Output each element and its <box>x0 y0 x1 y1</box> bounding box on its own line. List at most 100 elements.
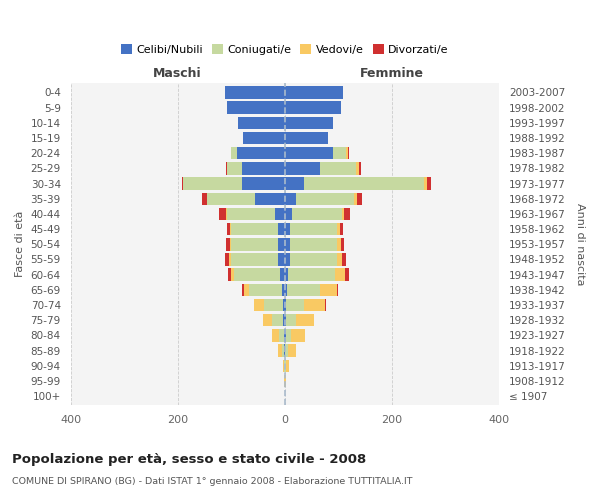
Bar <box>290 223 337 235</box>
Bar <box>231 268 235 281</box>
Bar <box>348 147 349 160</box>
Bar <box>283 299 285 312</box>
Bar <box>285 102 341 114</box>
Bar <box>285 254 290 266</box>
Bar <box>337 284 338 296</box>
Bar <box>357 192 362 205</box>
Bar <box>219 208 226 220</box>
Bar <box>250 284 281 296</box>
Bar <box>278 344 282 357</box>
Bar <box>254 299 264 312</box>
Bar <box>344 208 350 220</box>
Bar <box>244 284 250 296</box>
Bar <box>242 162 285 174</box>
Text: COMUNE DI SPIRANO (BG) - Dati ISTAT 1° gennaio 2008 - Elaborazione TUTTITALIA.IT: COMUNE DI SPIRANO (BG) - Dati ISTAT 1° g… <box>12 478 413 486</box>
Bar <box>359 162 361 174</box>
Bar <box>335 268 345 281</box>
Bar <box>296 192 355 205</box>
Bar <box>285 132 328 144</box>
Bar <box>286 344 288 357</box>
Bar <box>285 223 290 235</box>
Bar <box>230 238 231 250</box>
Bar <box>202 192 206 205</box>
Bar <box>278 254 285 266</box>
Bar <box>285 162 320 174</box>
Y-axis label: Anni di nascita: Anni di nascita <box>575 203 585 285</box>
Bar <box>304 178 424 190</box>
Bar <box>272 329 280 342</box>
Bar <box>355 192 357 205</box>
Bar <box>296 314 314 326</box>
Bar <box>286 314 296 326</box>
Bar <box>256 192 285 205</box>
Bar <box>264 299 283 312</box>
Bar <box>285 86 343 99</box>
Bar <box>280 268 285 281</box>
Bar <box>227 102 285 114</box>
Bar <box>333 147 346 160</box>
Bar <box>337 238 341 250</box>
Bar <box>427 178 431 190</box>
Bar <box>286 329 291 342</box>
Bar <box>242 284 244 296</box>
Bar <box>285 360 286 372</box>
Bar <box>283 360 284 372</box>
Bar <box>285 299 286 312</box>
Bar <box>226 162 227 174</box>
Legend: Celibi/Nubili, Coniugati/e, Vedovi/e, Divorzati/e: Celibi/Nubili, Coniugati/e, Vedovi/e, Di… <box>121 44 449 54</box>
Bar <box>345 268 349 281</box>
Bar <box>226 238 230 250</box>
Bar <box>243 132 285 144</box>
Bar <box>290 254 337 266</box>
Bar <box>227 162 242 174</box>
Bar <box>228 268 231 281</box>
Bar <box>231 147 236 160</box>
Bar <box>280 329 284 342</box>
Bar <box>275 208 285 220</box>
Text: Maschi: Maschi <box>154 67 202 80</box>
Bar <box>341 238 344 250</box>
Bar <box>286 299 304 312</box>
Bar <box>292 208 341 220</box>
Bar <box>340 223 343 235</box>
Bar <box>337 223 340 235</box>
Text: Popolazione per età, sesso e stato civile - 2008: Popolazione per età, sesso e stato civil… <box>12 452 366 466</box>
Bar <box>238 116 285 129</box>
Bar <box>242 178 285 190</box>
Bar <box>285 178 304 190</box>
Bar <box>285 238 290 250</box>
Text: Femmine: Femmine <box>360 67 424 80</box>
Bar <box>226 254 229 266</box>
Bar <box>227 208 275 220</box>
Bar <box>183 178 242 190</box>
Bar <box>291 329 305 342</box>
Bar <box>278 223 285 235</box>
Bar <box>207 192 256 205</box>
Bar <box>285 268 288 281</box>
Bar <box>263 314 272 326</box>
Y-axis label: Fasce di età: Fasce di età <box>15 211 25 278</box>
Bar <box>227 223 230 235</box>
Bar <box>287 284 320 296</box>
Bar <box>356 162 359 174</box>
Bar <box>236 147 285 160</box>
Bar <box>346 147 348 160</box>
Bar <box>320 162 356 174</box>
Bar <box>284 329 285 342</box>
Bar <box>341 208 344 220</box>
Bar <box>182 178 183 190</box>
Bar <box>278 238 285 250</box>
Bar <box>290 238 337 250</box>
Bar <box>285 329 286 342</box>
Bar <box>285 284 287 296</box>
Bar <box>285 116 333 129</box>
Bar <box>286 360 289 372</box>
Bar <box>320 284 337 296</box>
Bar <box>225 86 285 99</box>
Bar <box>281 284 285 296</box>
Bar <box>272 314 283 326</box>
Bar <box>424 178 427 190</box>
Bar <box>288 268 335 281</box>
Bar <box>230 223 231 235</box>
Bar <box>285 208 292 220</box>
